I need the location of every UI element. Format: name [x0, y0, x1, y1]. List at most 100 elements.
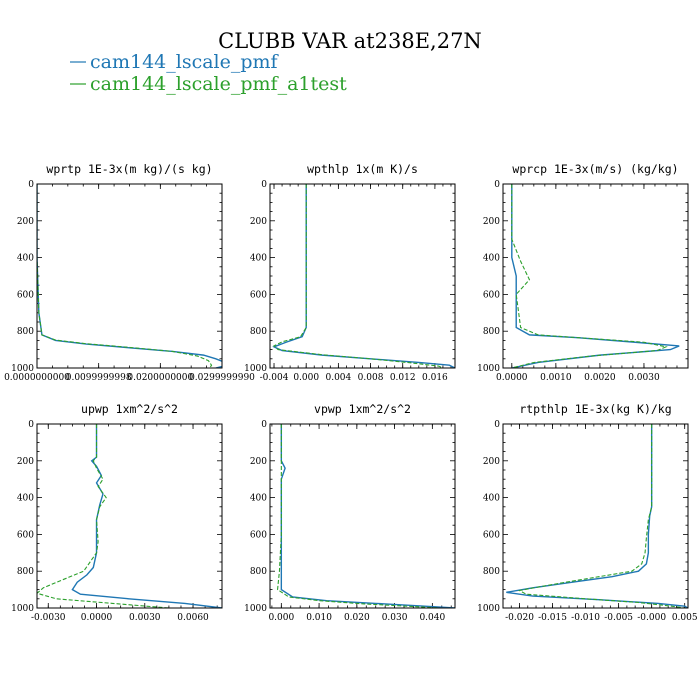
- y-tick-label: 400: [17, 494, 34, 504]
- series-line-1: [71, 424, 222, 608]
- x-tick-label: 0.0000: [496, 373, 528, 383]
- y-tick-label: 800: [483, 327, 500, 337]
- y-tick-label: 400: [483, 494, 500, 504]
- panel-title: rtpthlp 1E-3x(kg K)/kg: [519, 402, 671, 416]
- series-line-1: [280, 424, 455, 608]
- x-tick-label: 0.0299999990: [189, 373, 255, 383]
- x-tick-label: 0.012: [390, 373, 416, 383]
- y-tick-label: 1000: [244, 604, 267, 614]
- x-tick-label: -0.0030: [31, 613, 66, 623]
- x-tick-label: -0.004: [260, 373, 289, 383]
- x-tick-label: -0.000: [637, 613, 666, 623]
- y-tick-label: 0: [261, 180, 267, 190]
- panel-title: upwp 1xm^2/s^2: [81, 402, 178, 416]
- y-tick-label: 400: [250, 254, 267, 264]
- y-tick-label: 600: [483, 290, 500, 300]
- panel-6: rtpthlp 1E-3x(kg K)/kg02004006008001000-…: [477, 402, 698, 623]
- panel-4: upwp 1xm^2/s^2 0 200 400 600 800 1000-0.0030 0.…: [11, 402, 223, 623]
- x-tick-label: -0.005: [604, 613, 633, 623]
- x-tick-label: 0.030: [382, 613, 408, 623]
- y-tick-label: 800: [483, 567, 500, 577]
- panel-title: wprtp 1E-3x(m kg)/(s kg): [46, 162, 212, 176]
- y-tick-label: 400: [483, 254, 500, 264]
- plot-frame: [502, 423, 689, 609]
- y-tick-label: 600: [17, 530, 34, 540]
- x-tick-label: -0.010: [571, 613, 600, 623]
- x-tick-label: 0.000: [293, 373, 319, 383]
- x-tick-label: 0.000: [268, 613, 294, 623]
- plot-frame: [269, 183, 456, 369]
- y-tick-label: 800: [17, 567, 34, 577]
- x-tick-label: -0.020: [505, 613, 534, 623]
- plot-frame: [36, 183, 223, 369]
- x-tick-label: 0.016: [422, 373, 448, 383]
- y-tick-label: 200: [483, 457, 500, 467]
- panel-title: wpthlp 1x(m K)/s: [307, 162, 418, 176]
- plot-frame: [36, 423, 223, 609]
- y-tick-label: 200: [17, 217, 34, 227]
- series-line-2: [276, 424, 440, 608]
- series-line-2: [273, 184, 444, 368]
- series-line-2: [517, 424, 685, 608]
- y-tick-label: 1000: [11, 364, 34, 374]
- y-tick-label: 400: [250, 494, 267, 504]
- y-tick-label: 1000: [477, 364, 500, 374]
- x-tick-label: 0.0030: [129, 613, 161, 623]
- panel-title: vpwp 1xm^2/s^2: [314, 402, 411, 416]
- x-tick-label: 0.0030: [628, 373, 660, 383]
- legend-label-2: cam144_lscale_pmf_a1test: [90, 73, 347, 95]
- y-tick-label: 600: [250, 290, 267, 300]
- panel-3: wprcp 1E-3x(m/s) (kg/kg) 0 200 400 600 800 100…: [477, 162, 689, 383]
- x-tick-label: 0.0200000000: [127, 373, 193, 383]
- panel-2: wpthlp 1x(m K)/s 0 200 400 600 800 1000-0.004 0…: [244, 162, 456, 383]
- x-tick-label: 0.0000: [81, 613, 113, 623]
- y-tick-label: 800: [250, 327, 267, 337]
- y-tick-label: 600: [250, 530, 267, 540]
- x-tick-label: 0.0060: [177, 613, 209, 623]
- y-tick-label: 200: [250, 457, 267, 467]
- panel-title: wprcp 1E-3x(m/s) (kg/kg): [512, 162, 678, 176]
- y-tick-label: 1000: [11, 604, 34, 614]
- y-tick-label: 600: [483, 530, 500, 540]
- series-line-1: [37, 184, 222, 368]
- y-tick-label: 0: [28, 420, 34, 430]
- y-tick-label: 0: [494, 180, 500, 190]
- y-tick-label: 800: [250, 567, 267, 577]
- y-tick-label: 600: [17, 290, 34, 300]
- panel-1: wprtp 1E-3x(m kg)/(s kg) 0 200 400 600 800 100…: [4, 162, 255, 383]
- x-tick-label: 0.0010: [540, 373, 572, 383]
- y-tick-label: 400: [17, 254, 34, 264]
- x-tick-label: 0.005: [672, 613, 698, 623]
- legend: cam144_lscale_pmf cam144_lscale_pmf_a1te…: [70, 51, 347, 95]
- x-tick-label: 0.040: [419, 613, 445, 623]
- y-tick-label: 200: [17, 457, 34, 467]
- series-line-1: [506, 424, 688, 608]
- x-tick-label: 0.008: [358, 373, 384, 383]
- plot-frame: [502, 183, 689, 369]
- series-line-2: [37, 424, 169, 608]
- y-tick-label: 0: [28, 180, 34, 190]
- figure-title: CLUBB VAR at238E,27N: [218, 29, 482, 53]
- plot-frame: [269, 423, 456, 609]
- x-tick-label: 0.004: [325, 373, 351, 383]
- y-tick-label: 1000: [477, 604, 500, 614]
- x-tick-label: 0.0000000000: [4, 373, 70, 383]
- x-tick-label: 0.0099999998: [66, 373, 132, 383]
- series-line-1: [511, 184, 680, 368]
- panels: wprtp 1E-3x(m kg)/(s kg) 0 200 400 600 800 100…: [4, 162, 698, 623]
- y-tick-label: 0: [494, 420, 500, 430]
- legend-label-1: cam144_lscale_pmf: [90, 51, 280, 73]
- x-tick-label: 0.0020: [584, 373, 616, 383]
- x-tick-label: -0.015: [538, 613, 567, 623]
- series-line-1: [272, 184, 455, 368]
- series-line-2: [511, 184, 668, 368]
- series-line-2: [37, 184, 213, 368]
- y-tick-label: 800: [17, 327, 34, 337]
- x-tick-label: 0.010: [306, 613, 332, 623]
- y-tick-label: 200: [483, 217, 500, 227]
- y-tick-label: 0: [261, 420, 267, 430]
- y-tick-label: 200: [250, 217, 267, 227]
- x-tick-label: 0.020: [344, 613, 370, 623]
